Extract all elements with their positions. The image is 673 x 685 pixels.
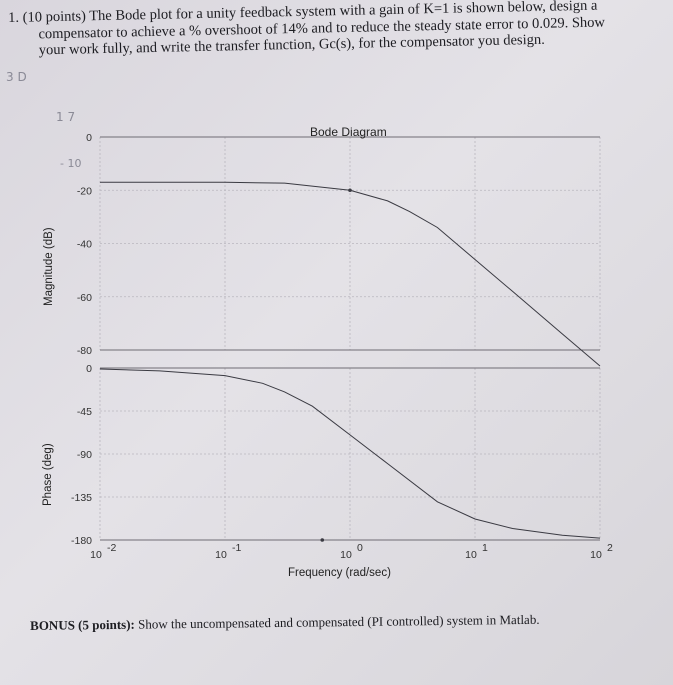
x-tick-label: 10 — [590, 549, 602, 561]
magnitude-tick-label: -40 — [77, 239, 92, 251]
x-tick-label: 10 — [90, 549, 102, 561]
bonus-label: BONUS (5 points): — [30, 616, 135, 633]
x-tick: 10 -1 — [215, 542, 241, 561]
x-tick-exponent: -2 — [107, 542, 116, 554]
x-tick-exponent: 1 — [482, 542, 488, 554]
phase-tick: -180 — [71, 535, 92, 547]
magnitude-tick: 0 — [86, 132, 92, 144]
magnitude-tick-label: -60 — [77, 292, 92, 304]
phase-tick: -90 — [77, 449, 92, 461]
margin-note: 3 D — [6, 70, 27, 84]
note-minus10: - 10 — [60, 157, 82, 170]
phase-tick-label: -90 — [77, 449, 92, 461]
magnitude-tick: -80 — [77, 345, 92, 357]
x-tick-label: 10 — [340, 549, 352, 561]
magnitude-tick: -20 — [77, 185, 92, 197]
x-tick-label: 10 — [215, 549, 227, 561]
x-tick: 10 1 — [465, 542, 488, 561]
x-tick-exponent: -1 — [232, 542, 241, 554]
magnitude-tick: -60 — [77, 292, 92, 304]
phase-tick: 0 — [86, 363, 92, 375]
phase-trace — [99, 368, 601, 539]
phase-tick-label: -180 — [71, 535, 92, 547]
x-tick: 10 0 — [340, 542, 363, 561]
x-tick-exponent: 0 — [357, 542, 363, 554]
x-tick: 10 2 — [590, 542, 613, 561]
x-axis-label: Frequency (rad/sec) — [288, 567, 391, 579]
phase-tick-label: 0 — [86, 363, 92, 375]
magnitude-axis-label: Magnitude (dB) — [43, 227, 55, 306]
note-17: 1 7 — [56, 110, 76, 124]
phase-tick-label: -45 — [77, 406, 92, 418]
magnitude-tick-label: -80 — [77, 345, 92, 357]
magnitude-trace — [100, 181, 601, 367]
magnitude-tick: -40 — [77, 239, 92, 251]
chart-title: Bode Diagram — [310, 125, 387, 139]
x-tick-exponent: 2 — [607, 542, 613, 554]
phase-tick-label: -135 — [71, 492, 92, 504]
magnitude-tick-label: 0 — [86, 132, 92, 144]
phase-marker — [320, 538, 325, 542]
phase-axis-label: Phase (deg) — [42, 443, 54, 506]
x-tick: 10 -2 — [90, 542, 116, 561]
magnitude-marker — [348, 188, 352, 193]
magnitude-tick-label: -20 — [77, 185, 92, 197]
x-tick-label: 10 — [465, 549, 477, 561]
phase-tick: -135 — [71, 492, 92, 504]
phase-tick: -45 — [77, 406, 92, 418]
